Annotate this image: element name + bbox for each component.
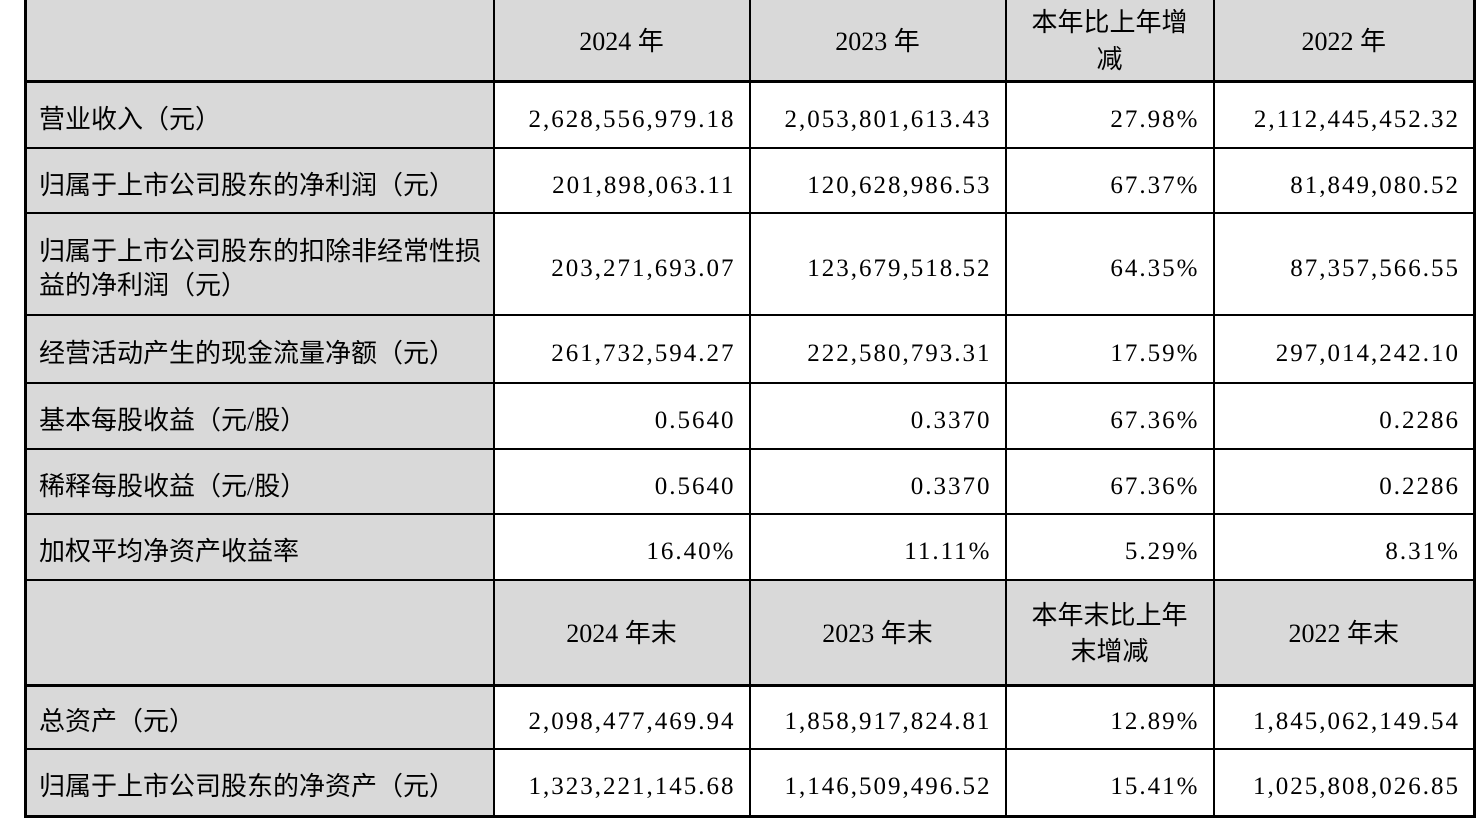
header-2023-yearend: 2023 年末 — [748, 579, 1007, 687]
metric-label: 归属于上市公司股东的扣除非经常性损益的净利润（元） — [24, 212, 495, 316]
metric-label: 归属于上市公司股东的净利润（元） — [24, 147, 495, 214]
value-2024: 2,628,556,979.18 — [492, 80, 751, 149]
value-2022: 1,845,062,149.54 — [1212, 684, 1476, 750]
value-2024: 0.5640 — [492, 382, 751, 450]
value-2022: 2,112,445,452.32 — [1212, 80, 1476, 149]
value-yoy-change: 15.41% — [1004, 748, 1215, 817]
value-2022: 297,014,242.10 — [1212, 314, 1476, 384]
value-yoy-change: 5.29% — [1004, 513, 1215, 581]
metric-label: 归属于上市公司股东的净资产（元） — [24, 748, 495, 817]
value-yoy-change: 67.36% — [1004, 448, 1215, 515]
row-total-assets: 总资产（元） 2,098,477,469.94 1,858,917,824.81… — [24, 684, 1476, 750]
value-2023: 1,146,509,496.52 — [748, 748, 1007, 817]
value-2023: 2,053,801,613.43 — [748, 80, 1007, 149]
value-yoy-change: 17.59% — [1004, 314, 1215, 384]
metric-label: 稀释每股收益（元/股） — [24, 448, 495, 515]
row-operating-revenue: 营业收入（元） 2,628,556,979.18 2,053,801,613.4… — [24, 80, 1476, 149]
value-2024: 2,098,477,469.94 — [492, 684, 751, 750]
value-yoy-change: 67.37% — [1004, 147, 1215, 214]
row-weighted-avg-roe: 加权平均净资产收益率 16.40% 11.11% 5.29% 8.31% — [24, 513, 1476, 581]
header-2024-yearend: 2024 年末 — [492, 579, 751, 687]
value-2022: 81,849,080.52 — [1212, 147, 1476, 214]
header-row-yearend: 2024 年末 2023 年末 本年末比上年 末增减 2022 年末 — [24, 579, 1476, 687]
value-2022: 87,357,566.55 — [1212, 212, 1476, 316]
row-net-profit: 归属于上市公司股东的净利润（元） 201,898,063.11 120,628,… — [24, 147, 1476, 214]
row-basic-eps: 基本每股收益（元/股） 0.5640 0.3370 67.36% 0.2286 — [24, 382, 1476, 450]
header-2024: 2024 年 — [492, 0, 751, 83]
key-financials-table: 2024 年 2023 年 本年比上年增 减 2022 年 营业收入（元） 2,… — [24, 0, 1476, 818]
header-blank-cell — [24, 579, 495, 687]
value-2022: 1,025,808,026.85 — [1212, 748, 1476, 817]
metric-label: 加权平均净资产收益率 — [24, 513, 495, 581]
value-2024: 16.40% — [492, 513, 751, 581]
row-diluted-eps: 稀释每股收益（元/股） 0.5640 0.3370 67.36% 0.2286 — [24, 448, 1476, 515]
value-2024: 201,898,063.11 — [492, 147, 751, 214]
metric-label: 总资产（元） — [24, 684, 495, 750]
value-2024: 1,323,221,145.68 — [492, 748, 751, 817]
value-2023: 120,628,986.53 — [748, 147, 1007, 214]
value-yoy-change: 64.35% — [1004, 212, 1215, 316]
header-row-annual: 2024 年 2023 年 本年比上年增 减 2022 年 — [24, 0, 1476, 83]
value-2022: 8.31% — [1212, 513, 1476, 581]
header-yearend-change: 本年末比上年 末增减 — [1004, 579, 1215, 687]
value-2024: 0.5640 — [492, 448, 751, 515]
value-yoy-change: 12.89% — [1004, 684, 1215, 750]
header-2022-yearend: 2022 年末 — [1212, 579, 1476, 687]
value-2023: 0.3370 — [748, 382, 1007, 450]
row-net-assets: 归属于上市公司股东的净资产（元） 1,323,221,145.68 1,146,… — [24, 748, 1476, 817]
metric-label: 经营活动产生的现金流量净额（元） — [24, 314, 495, 384]
value-2023: 1,858,917,824.81 — [748, 684, 1007, 750]
value-2023: 222,580,793.31 — [748, 314, 1007, 384]
header-2023: 2023 年 — [748, 0, 1007, 83]
value-2023: 11.11% — [748, 513, 1007, 581]
header-2022: 2022 年 — [1212, 0, 1476, 83]
value-2022: 0.2286 — [1212, 382, 1476, 450]
value-yoy-change: 27.98% — [1004, 80, 1215, 149]
value-2022: 0.2286 — [1212, 448, 1476, 515]
row-net-profit-deducted: 归属于上市公司股东的扣除非经常性损益的净利润（元） 203,271,693.07… — [24, 212, 1476, 316]
value-yoy-change: 67.36% — [1004, 382, 1215, 450]
header-yoy-change: 本年比上年增 减 — [1004, 0, 1215, 83]
value-2023: 123,679,518.52 — [748, 212, 1007, 316]
value-2023: 0.3370 — [748, 448, 1007, 515]
value-2024: 203,271,693.07 — [492, 212, 751, 316]
row-operating-cash-flow: 经营活动产生的现金流量净额（元） 261,732,594.27 222,580,… — [24, 314, 1476, 384]
value-2024: 261,732,594.27 — [492, 314, 751, 384]
metric-label: 营业收入（元） — [24, 80, 495, 149]
header-blank-cell — [24, 0, 495, 83]
metric-label: 基本每股收益（元/股） — [24, 382, 495, 450]
